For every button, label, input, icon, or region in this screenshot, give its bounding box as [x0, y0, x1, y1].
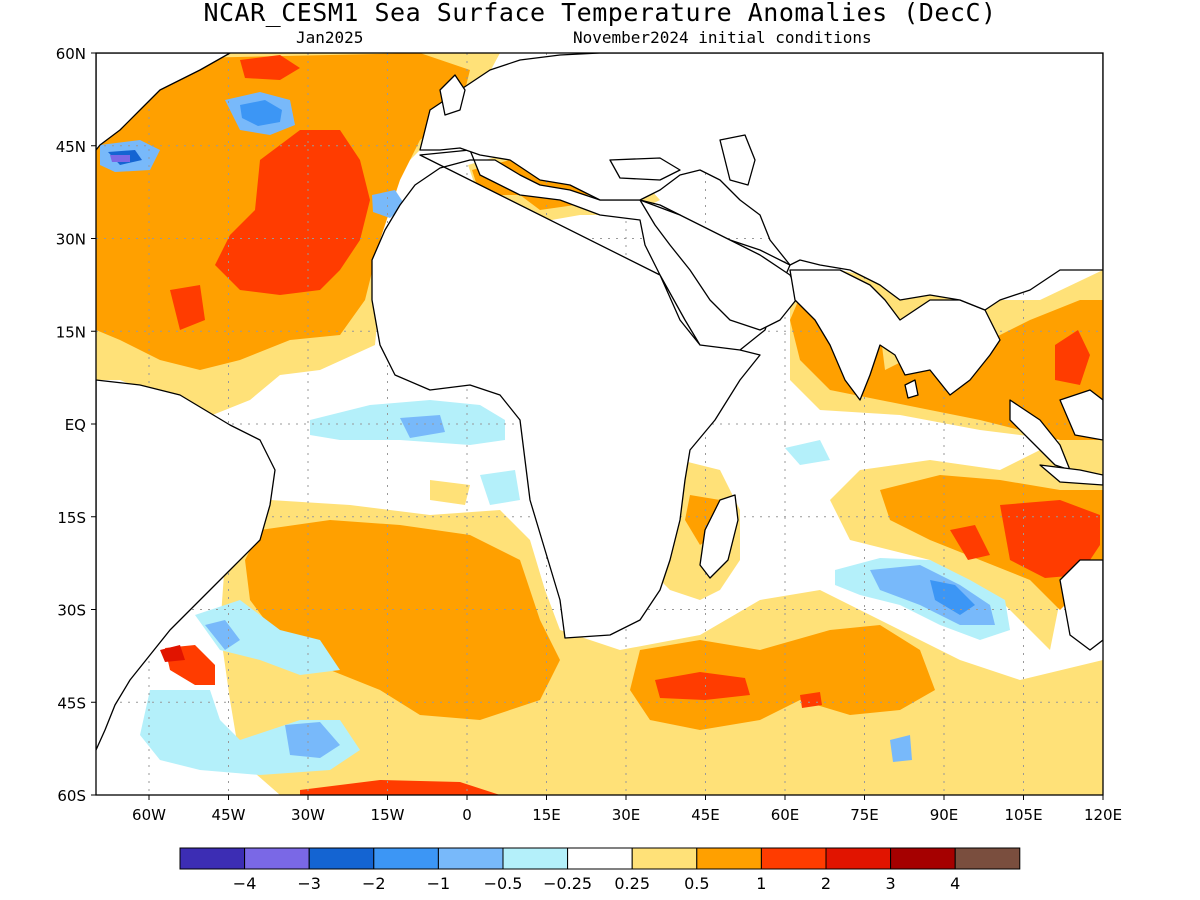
colorbar-swatch	[244, 847, 310, 870]
anomaly-region-s-atlantic-cool-3	[285, 722, 340, 758]
anomaly-region-s-atlantic-cool-light	[195, 600, 340, 675]
anomaly-region-sw-indian-red	[1000, 500, 1100, 578]
coast-black-sea	[609, 157, 681, 181]
lat-tick-label: 15S	[57, 509, 86, 527]
lon-tick-label: 30E	[612, 806, 641, 824]
anomaly-region-brazil-red	[160, 645, 185, 662]
lat-tick-label: 60S	[57, 787, 86, 805]
anomaly-region-s-atlantic-cool-4	[205, 620, 240, 650]
coast-uk	[439, 74, 466, 116]
anomaly-region-gulf-guinea-cool	[480, 470, 520, 505]
coast-borneo	[1059, 389, 1103, 441]
colorbar-swatch	[179, 847, 246, 870]
colorbar-swatch	[760, 847, 827, 870]
lon-tick-label: 15E	[532, 806, 561, 824]
colorbar-label: 1	[756, 874, 766, 893]
map-title: NCAR_CESM1 Sea Surface Temperature Anoma…	[203, 0, 997, 27]
lon-tick-label: 45E	[691, 806, 720, 824]
coast-australia	[1059, 559, 1103, 651]
anomaly-region-n-atlantic-red-3	[240, 55, 300, 80]
coast-arabia	[639, 199, 801, 331]
anomaly-region-s-indian-cool-core	[930, 580, 975, 615]
colorbar-label: −1	[427, 874, 451, 893]
colorbar-swatch	[373, 847, 439, 870]
lat-tick-label: EQ	[65, 416, 86, 434]
coast-north-america	[96, 53, 231, 151]
colorbar-swatch	[890, 847, 956, 870]
lon-tick-label: 15W	[371, 806, 405, 824]
init-conditions-label: November2024 initial conditions	[573, 28, 872, 47]
colorbar-swatch	[954, 847, 1021, 870]
coastlines	[96, 53, 1103, 751]
coast-srilanka	[904, 379, 919, 399]
valid-month-label: Jan2025	[296, 28, 364, 47]
anomaly-region-sw-indian-red-2	[950, 525, 990, 560]
colorbar-label: 2	[821, 874, 831, 893]
coast-caspian	[719, 134, 756, 186]
lat-tick-label: 30N	[56, 231, 86, 249]
coast-madagascar	[699, 494, 739, 579]
lon-tick-label: 60E	[771, 806, 800, 824]
lon-tick-label: 30W	[291, 806, 325, 824]
anomaly-region-eq-indian-cool	[785, 440, 830, 465]
colorbar-label: 4	[950, 874, 960, 893]
colorbar-label: 0.5	[684, 874, 709, 893]
colorbar-swatch	[825, 847, 892, 870]
lat-tick-label: 60N	[56, 45, 86, 63]
anomaly-region-nw-atlantic-deep	[110, 155, 130, 162]
coast-africa	[371, 149, 791, 639]
coast-europe	[419, 53, 1103, 311]
anomaly-region-gulf-guinea-warm	[430, 480, 470, 505]
anomaly-region-s-atlantic-orange	[245, 520, 560, 720]
lat-tick-label: 45S	[57, 694, 86, 712]
anomaly-region-n-atlantic-red	[215, 130, 370, 295]
lat-tick-label: 30S	[57, 602, 86, 620]
colorbar-label: 0.25	[614, 874, 650, 893]
colorbar: −4 −3 −2 −1 −0.5 −0.25 0.25 0.5 1 2 3 4	[179, 847, 1021, 893]
map-axes: 60W 45W 30W 15W 0 15E 30E 45E 60E 75E 90E 105E 120E 6…	[56, 45, 1122, 824]
colorbar-swatch	[631, 847, 698, 870]
lon-tick-label: 120E	[1084, 806, 1122, 824]
lon-tick-label: 90E	[930, 806, 959, 824]
anomaly-region-indian-south-orange	[630, 625, 935, 730]
colorbar-label: −4	[233, 874, 257, 893]
lat-tick-label: 15N	[56, 323, 86, 341]
anomaly-region-s-ocean-red	[300, 780, 500, 795]
colorbar-swatch	[567, 847, 633, 870]
colorbar-label: −0.25	[543, 874, 592, 893]
lon-tick-label: 60W	[132, 806, 166, 824]
coast-java	[1039, 464, 1103, 486]
colorbar-label: −2	[362, 874, 386, 893]
anomaly-region-eq-atlantic-cool	[400, 415, 445, 438]
anomaly-region-n-atlantic-red-2	[170, 285, 205, 330]
colorbar-label: −0.5	[484, 874, 523, 893]
colorbar-swatch	[308, 847, 375, 870]
coast-india	[789, 269, 1001, 401]
anomaly-region-labrador-cool-core	[240, 100, 282, 126]
colorbar-label: −3	[297, 874, 321, 893]
anomaly-region-s-indian-red	[655, 672, 750, 700]
anomaly-region-s-indian-red-2	[800, 692, 822, 708]
anomaly-region-bay-red	[1055, 330, 1090, 385]
colorbar-swatch	[502, 847, 569, 870]
lon-tick-label: 45W	[212, 806, 246, 824]
lon-tick-label: 75E	[850, 806, 879, 824]
colorbar-label: 3	[886, 874, 896, 893]
coast-south-america	[96, 379, 276, 751]
colorbar-swatch	[696, 847, 762, 870]
anomaly-field	[96, 53, 1103, 795]
lon-tick-label: 0	[462, 806, 472, 824]
anomaly-region-s-ocean-cool	[890, 735, 912, 762]
lon-tick-label: 105E	[1004, 806, 1042, 824]
colorbar-swatch	[437, 847, 504, 870]
lat-tick-label: 45N	[56, 138, 86, 156]
